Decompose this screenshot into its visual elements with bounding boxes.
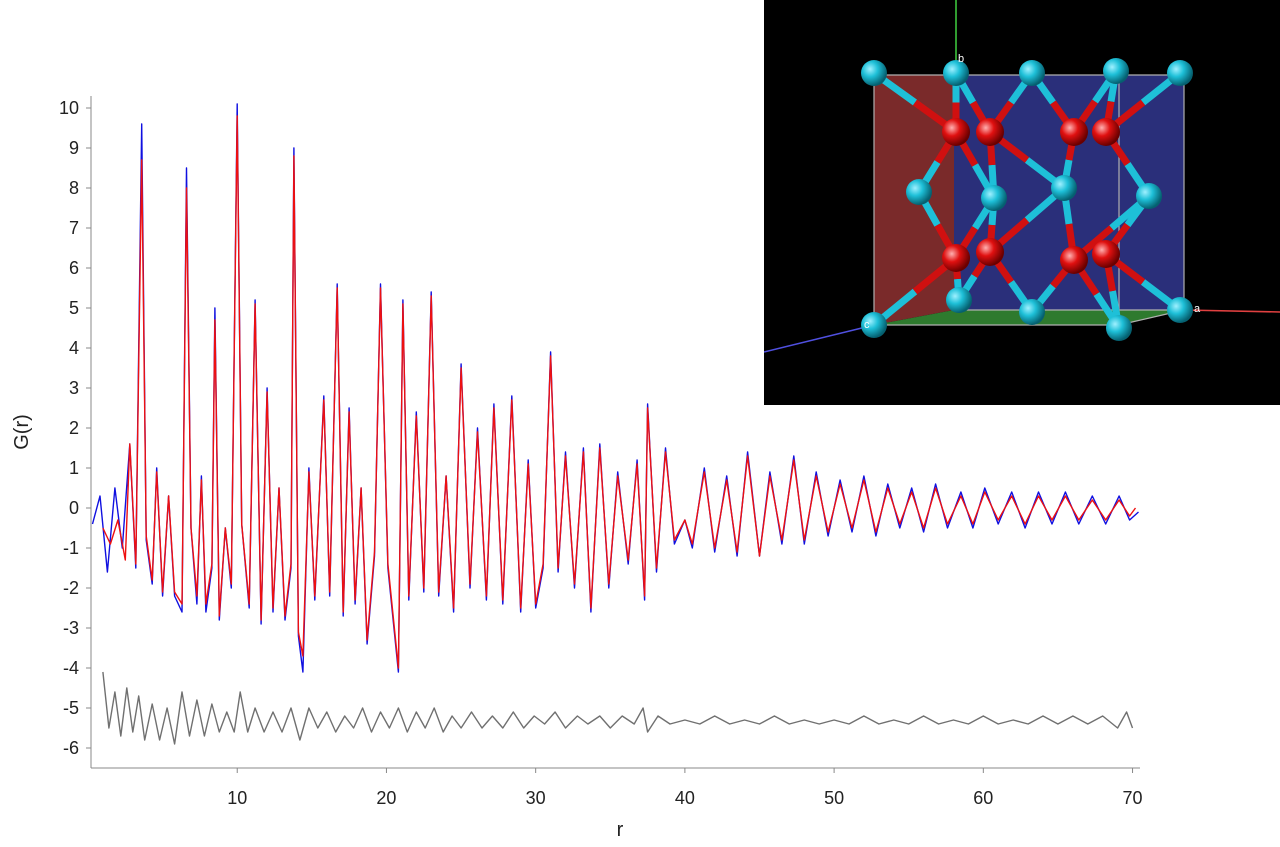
cyan-atom	[906, 179, 932, 205]
crystal-structure-inset: b a c	[763, 0, 1280, 405]
y-tick-label: -1	[63, 538, 79, 558]
series-layer	[91, 103, 1139, 745]
cyan-atom	[943, 60, 969, 86]
y-tick-label: 0	[69, 498, 79, 518]
y-tick-label: 10	[59, 98, 79, 118]
y-tick-label: 1	[69, 458, 79, 478]
y-tick-label: 3	[69, 378, 79, 398]
x-tick-label: 10	[227, 788, 247, 808]
axis-a-label: a	[1194, 303, 1201, 315]
red-atom	[942, 118, 970, 146]
cyan-atom	[1019, 60, 1045, 86]
y-tick-label: -4	[63, 658, 79, 678]
x-axis-label: r	[617, 819, 624, 841]
y-tick-label: -6	[63, 738, 79, 758]
y-tick-label: -5	[63, 698, 79, 718]
cyan-atom	[861, 60, 887, 86]
x-tick-label: 20	[376, 788, 396, 808]
x-tick-label: 60	[973, 788, 993, 808]
x-tick-label: 50	[824, 788, 844, 808]
y-tick-label: 2	[69, 418, 79, 438]
cyan-atom	[1167, 297, 1193, 323]
y-tick-label: 8	[69, 178, 79, 198]
y-axis-label: G(r)	[11, 414, 33, 450]
cyan-atom	[1019, 299, 1045, 325]
y-tick-label: -2	[63, 578, 79, 598]
cyan-atom	[1136, 183, 1162, 209]
cyan-atom	[1167, 60, 1193, 86]
y-tick-label: 7	[69, 218, 79, 238]
calculated-series-line	[102, 115, 1137, 669]
red-atom	[976, 238, 1004, 266]
red-atom	[1092, 118, 1120, 146]
y-tick-label: 6	[69, 258, 79, 278]
axis-a-line	[1183, 309, 1280, 313]
x-tick-label: 70	[1123, 788, 1143, 808]
cyan-atom	[981, 185, 1007, 211]
x-tick-label: 30	[526, 788, 546, 808]
red-atom	[976, 118, 1004, 146]
cyan-atom	[861, 312, 887, 338]
axes	[90, 96, 1140, 769]
cyan-atom	[1051, 175, 1077, 201]
y-tick-label: -3	[63, 618, 79, 638]
cyan-atom	[1106, 315, 1132, 341]
y-tick-label: 4	[69, 338, 79, 358]
crystal-structure-render: b a c	[763, 0, 1280, 353]
difference-series-line	[102, 671, 1134, 745]
red-atom	[942, 244, 970, 272]
red-atom	[1060, 246, 1088, 274]
y-tick-label: 5	[69, 298, 79, 318]
axis-b-label: b	[958, 53, 964, 65]
cyan-atom	[946, 287, 972, 313]
y-tick-label: 9	[69, 138, 79, 158]
cyan-atom	[1103, 58, 1129, 84]
axis-c-label: c	[864, 319, 870, 331]
x-ticks: 10 20 30 40 50 60 70	[227, 768, 1143, 808]
axis-c-line	[763, 324, 875, 353]
red-atom	[1092, 240, 1120, 268]
x-tick-label: 40	[675, 788, 695, 808]
atoms	[861, 58, 1193, 341]
red-atom	[1060, 118, 1088, 146]
